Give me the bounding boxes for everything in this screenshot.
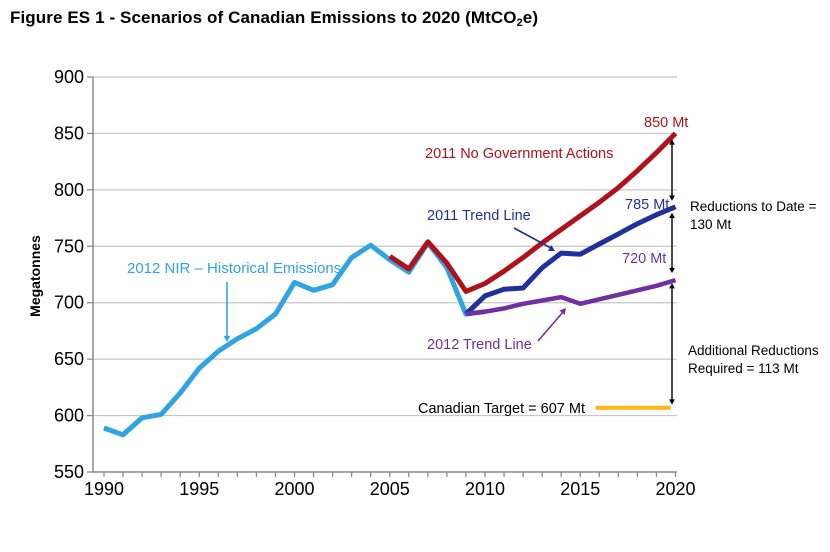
label-no-government-actions: 2011 No Government Actions <box>425 146 613 162</box>
label-reductions-line2: 130 Mt <box>690 217 732 232</box>
y-tick-label: 550 <box>54 462 84 482</box>
y-tick-label: 650 <box>54 349 84 369</box>
x-tick-label: 2020 <box>655 479 695 499</box>
series-line-trend-2011 <box>464 204 677 316</box>
label-785mt: 785 Mt <box>625 197 669 213</box>
x-tick-label: 1990 <box>84 479 124 499</box>
range-arrowhead-down <box>669 195 675 201</box>
label-2011-trend-line: 2011 Trend Line <box>427 208 531 224</box>
label-850mt: 850 Mt <box>644 115 688 131</box>
chart-axes-and-series-layer: 550 600 650 700 750 800 850 900 1990 1995 2000 2005… <box>54 67 696 499</box>
x-tick-label: 1995 <box>179 479 219 499</box>
chart-arrows-layer <box>223 139 675 405</box>
range-arrowhead-up <box>669 283 675 289</box>
label-2012-trend-line: 2012 Trend Line <box>427 337 532 353</box>
range-arrowhead-up <box>669 139 675 145</box>
range-arrowhead-down <box>669 399 675 405</box>
label-historical-emissions: 2012 NIR – Historical Emissions <box>127 260 341 277</box>
figure-title: Figure ES 1 - Scenarios of Canadian Emis… <box>10 8 539 29</box>
y-tick-label: 900 <box>54 67 84 87</box>
y-tick-label: 800 <box>54 180 84 200</box>
series-line-trend-2012 <box>465 277 677 317</box>
trend-2012-label-arrowhead <box>559 308 566 315</box>
range-arrowhead-down <box>669 267 675 274</box>
figure-title-end: e) <box>522 8 539 27</box>
trend-2012-label-arrow <box>537 311 564 342</box>
figure-title-main: Figure ES 1 - Scenarios of Canadian Emis… <box>10 8 517 27</box>
series-line-no-gov-actions <box>388 131 678 294</box>
label-reductions-line1: Reductions to Date = <box>690 199 817 214</box>
label-additional-line2: Required = 113 Mt <box>688 361 799 376</box>
x-tick-label: 2000 <box>274 479 314 499</box>
label-720mt: 720 Mt <box>622 251 666 267</box>
y-tick-label: 700 <box>54 293 84 313</box>
range-arrowhead-up <box>669 212 675 219</box>
trend-2011-label-arrow <box>513 227 552 249</box>
x-tick-label: 2015 <box>560 479 600 499</box>
y-axis-title: Megatonnes <box>27 235 43 317</box>
label-additional-line1: Additional Reductions <box>688 343 819 358</box>
x-tick-label: 2005 <box>370 479 410 499</box>
y-tick-label: 850 <box>54 123 84 143</box>
figure-title-subscript: 2 <box>516 17 523 29</box>
y-tick-label: 750 <box>54 236 84 256</box>
label-canadian-target: Canadian Target = 607 Mt <box>418 401 585 417</box>
y-tick-label: 600 <box>54 406 84 426</box>
historical-label-arrowhead <box>223 335 231 342</box>
x-tick-label: 2010 <box>465 479 505 499</box>
trend-2011-label-arrowhead <box>548 245 555 251</box>
